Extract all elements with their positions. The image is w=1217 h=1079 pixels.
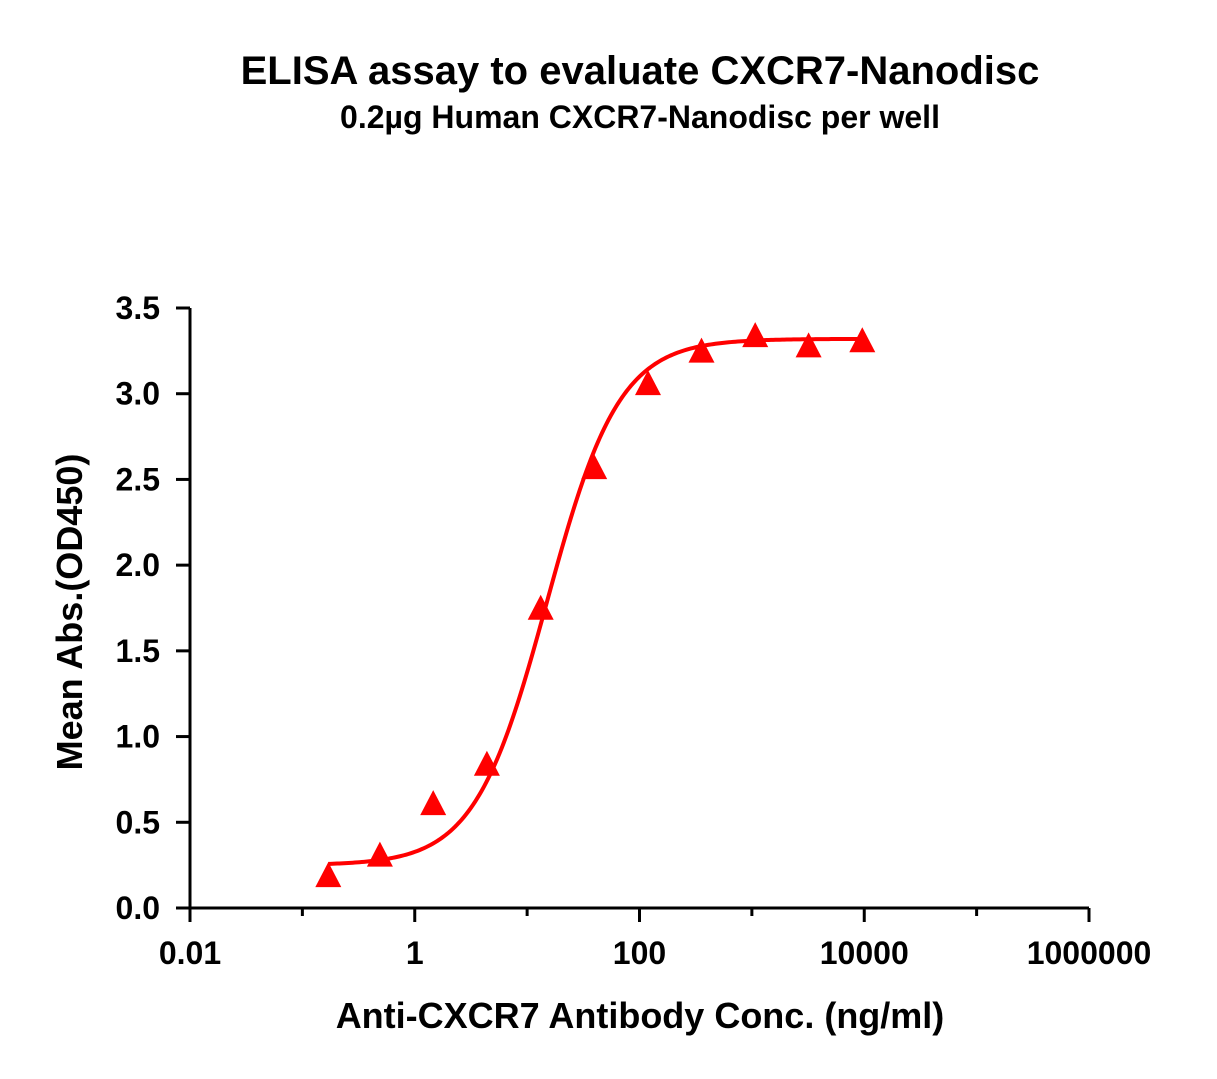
y-tick-label: 0.5 [116, 804, 160, 840]
y-axis-ticks: 0.0 0.5 1.0 1.5 2.0 2.5 3.0 3.5 [116, 290, 190, 926]
x-tick-label: 10000 [820, 935, 909, 971]
data-point [742, 322, 769, 348]
data-point [420, 790, 447, 816]
data-point [581, 454, 608, 480]
y-tick-label: 2.5 [116, 461, 160, 497]
data-point [635, 370, 661, 396]
chart-subtitle: 0.2µg Human CXCR7-Nanodisc per well [340, 99, 940, 135]
x-tick-label: 0.01 [159, 935, 221, 971]
chart-title: ELISA assay to evaluate CXCR7-Nanodisc [241, 49, 1040, 93]
data-point [527, 594, 554, 620]
y-axis-label: Mean Abs.(OD450) [49, 454, 90, 771]
y-tick-label: 3.5 [116, 290, 160, 326]
x-tick-label: 1 [406, 935, 424, 971]
y-tick-label: 1.0 [116, 719, 160, 755]
x-tick-label: 1000000 [1027, 935, 1152, 971]
x-tick-label: 100 [613, 935, 666, 971]
y-tick-label: 3.0 [116, 376, 160, 412]
data-point [315, 862, 342, 888]
x-axis-ticks: 0.01 1 100 10000 1000000 [159, 908, 1151, 971]
x-axis-label: Anti-CXCR7 Antibody Conc. (ng/ml) [336, 995, 945, 1036]
data-point [849, 327, 876, 353]
data-point [473, 750, 500, 776]
data-point [366, 841, 393, 867]
fit-curve [328, 336, 863, 866]
data-point [795, 332, 822, 358]
data-points [315, 322, 876, 888]
data-point [688, 337, 715, 363]
y-tick-label: 1.5 [116, 633, 160, 669]
y-tick-label: 0.0 [116, 890, 160, 926]
y-tick-label: 2.0 [116, 547, 160, 583]
